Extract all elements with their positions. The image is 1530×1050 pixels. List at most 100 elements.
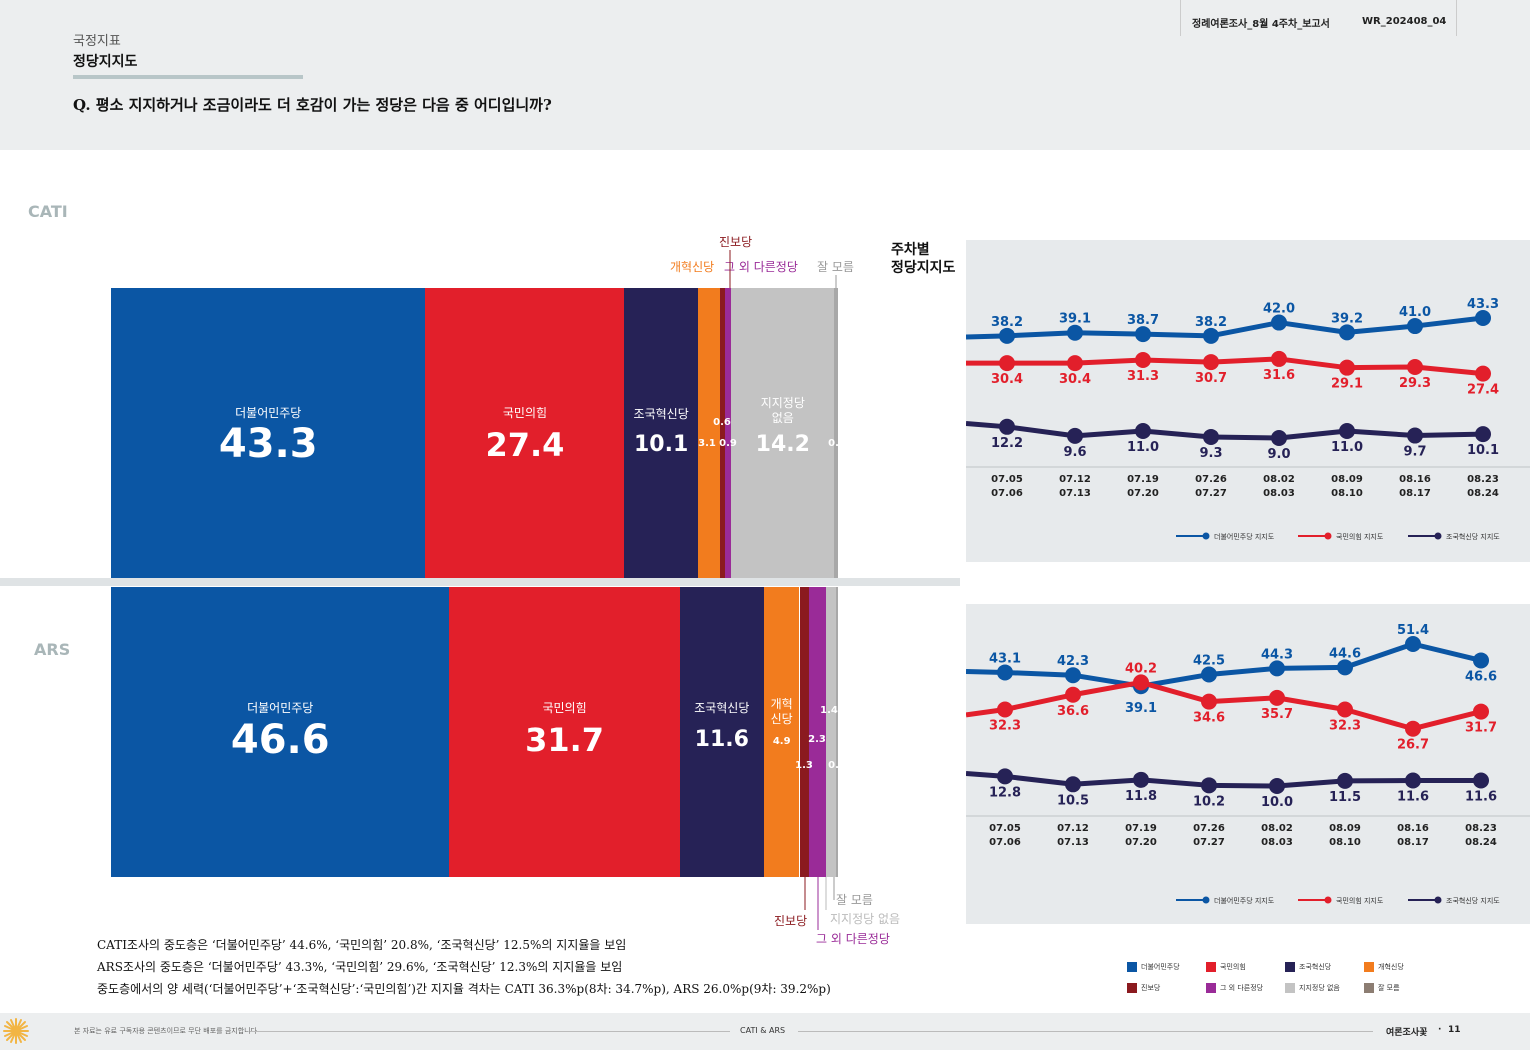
data-label: 32.3	[989, 719, 1021, 734]
x-tick-label: 07.06	[991, 488, 1023, 499]
data-label: 34.6	[1193, 711, 1225, 726]
legend-item: 더불어민주당	[1127, 962, 1180, 972]
x-tick-label: 08.23	[1467, 474, 1499, 485]
ars-label: ARS	[34, 640, 71, 659]
cati-none-value: 14.2	[755, 432, 810, 457]
data-label: 38.7	[1127, 313, 1159, 328]
legend-item: 진보당	[1127, 983, 1160, 993]
x-tick-label: 07.26	[1195, 474, 1227, 485]
ars-bar-segment-ppp: 국민의힘 31.7	[449, 587, 680, 877]
data-label: 39.1	[1125, 701, 1157, 716]
cati-stacked-bar: 더불어민주당 43.3 국민의힘 27.4 조국혁신당 10.1 지지정당 없음…	[111, 288, 846, 578]
data-point	[1269, 660, 1285, 677]
ars-other-label: 그 외 다른정당	[816, 932, 890, 946]
legend-item-label: 개혁신당	[1378, 963, 1404, 971]
cati-none-name-l2: 없음	[771, 411, 794, 425]
data-point	[999, 327, 1015, 344]
legend-swatch	[1285, 962, 1295, 972]
x-tick-label: 07.27	[1193, 837, 1225, 848]
data-point	[1405, 720, 1421, 737]
data-point	[1065, 686, 1081, 703]
x-tick-label: 07.12	[1057, 823, 1089, 834]
ars-dontknow-label: 잘 모름	[836, 893, 873, 907]
trend-title-l2: 정당지지도	[891, 260, 956, 276]
section-label: 국정지표	[73, 34, 121, 49]
data-label: 10.0	[1261, 795, 1293, 810]
footer-brand: 여론조사꽃	[1386, 1028, 1428, 1038]
legend-item: 그 외 다른정당	[1206, 983, 1263, 993]
x-tick-label: 08.17	[1397, 837, 1429, 848]
ars-bar-segment-progressive	[799, 587, 809, 877]
legend-swatch	[1206, 962, 1216, 972]
note-line-3: 중도층에서의 양 세력(‘더불어민주당’+‘조국혁신당’:‘국민의힘’)간 지지…	[97, 982, 831, 996]
note-line-1: CATI조사의 중도층은 ‘더불어민주당’ 44.6%, ‘국민의힘’ 20.8…	[97, 938, 627, 952]
legend-marker	[1434, 532, 1442, 540]
data-label: 44.3	[1261, 647, 1293, 662]
data-point	[1269, 689, 1285, 706]
legend-label: 조국혁신당 지지도	[1446, 532, 1500, 541]
data-label: 31.6	[1263, 368, 1295, 383]
legend-marker	[1202, 896, 1210, 904]
data-label: 9.7	[1403, 445, 1426, 460]
data-label: 11.6	[1397, 790, 1429, 805]
data-label: 46.6	[1465, 669, 1497, 684]
legend-swatch	[1127, 983, 1137, 993]
cati-line-chart: 38.2 39.1 38.7 38.2 42.0 39.2 41.0 43.3 30.4 30.4…	[965, 297, 1530, 541]
legend-label: 더불어민주당 지지도	[1214, 532, 1275, 541]
cati-trend-panel: 38.2 39.1 38.7 38.2 42.0 39.2 41.0 43.3 30.4 30.4…	[965, 240, 1530, 562]
data-point	[1473, 772, 1489, 789]
legend-swatch	[1127, 962, 1137, 972]
cati-reform-value: 3.1	[698, 438, 716, 449]
data-point	[1065, 667, 1081, 684]
x-tick-label: 08.02	[1263, 474, 1295, 485]
footer-rule-left	[250, 1031, 730, 1032]
cati-progressive-value: 0.6	[713, 417, 731, 428]
data-label: 30.7	[1195, 371, 1227, 386]
ars-trend-panel: 43.1 42.3 39.1 42.5 44.3 44.6 51.4 46.6 32.3 36.6…	[965, 604, 1530, 924]
x-tick-label: 07.13	[1057, 837, 1089, 848]
data-label: 41.0	[1399, 305, 1431, 320]
cati-bar-segment-other	[724, 288, 732, 578]
data-point	[1269, 778, 1285, 794]
x-tick-label: 08.10	[1329, 837, 1361, 848]
page-number: 11	[1448, 1025, 1461, 1035]
ars-ppp-value: 31.7	[525, 721, 605, 759]
data-point	[1339, 324, 1355, 341]
data-label: 10.1	[1467, 443, 1499, 458]
data-label: 42.0	[1263, 302, 1295, 317]
cati-ppp-name: 국민의힘	[502, 406, 548, 420]
data-point	[1135, 351, 1151, 368]
section-divider	[0, 578, 960, 586]
data-point	[1337, 659, 1353, 676]
data-label: 40.2	[1125, 661, 1157, 676]
cati-reb-name: 조국혁신당	[633, 407, 689, 421]
legend-item: 지지정당 없음	[1285, 983, 1340, 993]
ars-progressive-label: 진보당	[774, 914, 808, 928]
data-point	[1339, 423, 1355, 440]
data-point	[1135, 326, 1151, 343]
page-title: 정당지지도	[73, 54, 138, 70]
data-label: 38.2	[991, 315, 1023, 330]
legend-marker	[1324, 532, 1332, 540]
cati-label: CATI	[28, 202, 68, 221]
notes-block: CATI조사의 중도층은 ‘더불어민주당’ 44.6%, ‘국민의힘’ 20.8…	[97, 934, 831, 1000]
data-point	[1065, 776, 1081, 793]
report-title: 정례여론조사_8월 4주차_보고서	[1192, 19, 1330, 30]
data-point	[1271, 350, 1287, 367]
data-point	[1407, 427, 1423, 444]
legend-marker	[1202, 532, 1210, 540]
data-point	[1339, 359, 1355, 376]
data-label: 42.5	[1193, 654, 1225, 669]
data-label: 31.7	[1465, 721, 1497, 736]
series-line-2	[965, 771, 1481, 789]
data-point	[1203, 354, 1219, 371]
legend-item-label: 잘 모름	[1378, 984, 1400, 992]
x-tick-label: 08.03	[1263, 488, 1295, 499]
data-label: 11.6	[1465, 790, 1497, 805]
legend-marker	[1434, 896, 1442, 904]
legend-item: 개혁신당	[1364, 962, 1404, 972]
data-point	[1271, 430, 1287, 446]
legend-item-label: 지지정당 없음	[1299, 984, 1340, 992]
data-point	[1203, 428, 1219, 445]
ars-none-label: 지지정당 없음	[830, 912, 901, 926]
